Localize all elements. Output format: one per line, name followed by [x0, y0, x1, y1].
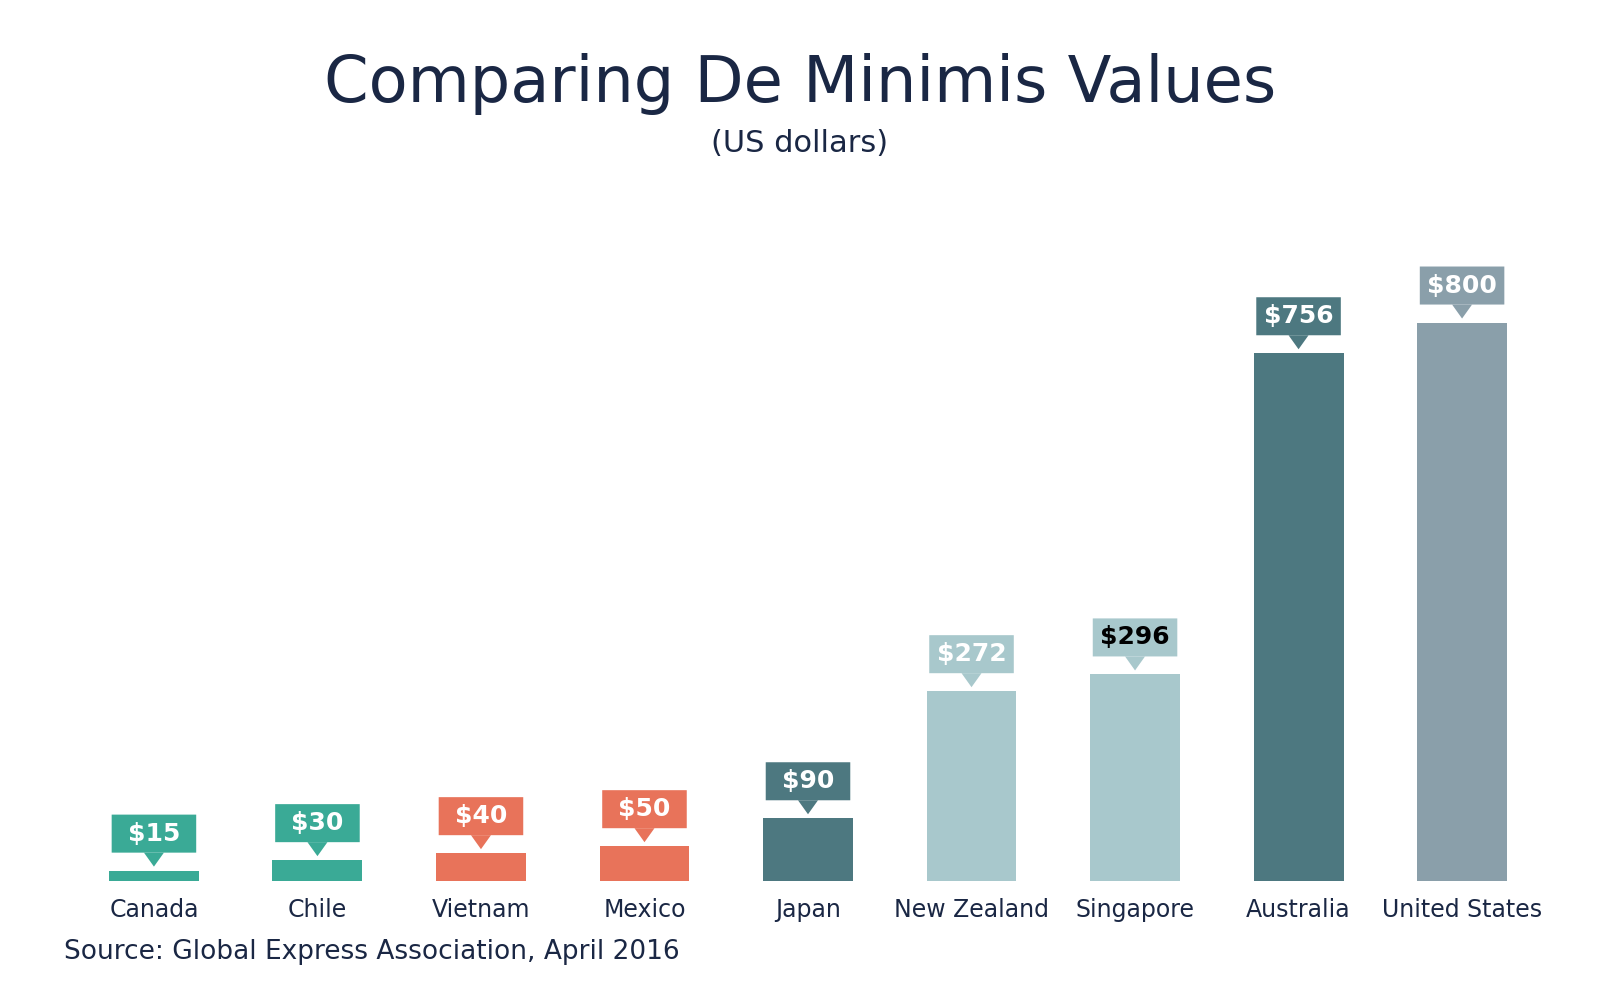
Text: $50: $50: [618, 797, 670, 821]
Text: $15: $15: [128, 822, 181, 845]
FancyBboxPatch shape: [930, 636, 1014, 673]
Text: $756: $756: [1264, 304, 1333, 329]
Bar: [109, 870, 198, 881]
Text: $296: $296: [1101, 626, 1170, 649]
FancyBboxPatch shape: [1256, 297, 1341, 336]
Text: $40: $40: [454, 804, 507, 829]
Text: $272: $272: [936, 643, 1006, 666]
FancyBboxPatch shape: [602, 790, 686, 829]
Bar: [600, 846, 690, 881]
Bar: [763, 819, 853, 881]
FancyBboxPatch shape: [1419, 266, 1504, 305]
Polygon shape: [1288, 336, 1309, 349]
Text: Source: Global Express Association, April 2016: Source: Global Express Association, Apri…: [64, 940, 680, 965]
Text: (US dollars): (US dollars): [712, 129, 888, 158]
Polygon shape: [470, 836, 491, 849]
Text: $90: $90: [782, 769, 834, 793]
FancyBboxPatch shape: [1093, 619, 1178, 656]
Text: Comparing De Minimis Values: Comparing De Minimis Values: [323, 53, 1277, 115]
Bar: [1090, 674, 1181, 881]
Polygon shape: [798, 800, 818, 814]
Polygon shape: [144, 852, 163, 866]
Bar: [272, 860, 363, 881]
Text: $30: $30: [291, 811, 344, 836]
Polygon shape: [635, 829, 654, 842]
FancyBboxPatch shape: [275, 804, 360, 842]
FancyBboxPatch shape: [766, 762, 850, 800]
FancyBboxPatch shape: [438, 797, 523, 836]
Polygon shape: [307, 842, 328, 856]
Bar: [926, 691, 1016, 881]
Polygon shape: [1125, 656, 1146, 670]
Text: $800: $800: [1427, 273, 1498, 298]
FancyBboxPatch shape: [112, 815, 197, 852]
Bar: [1418, 323, 1507, 881]
Bar: [1253, 353, 1344, 881]
Polygon shape: [1453, 305, 1472, 319]
Polygon shape: [962, 673, 981, 687]
Bar: [435, 853, 526, 881]
